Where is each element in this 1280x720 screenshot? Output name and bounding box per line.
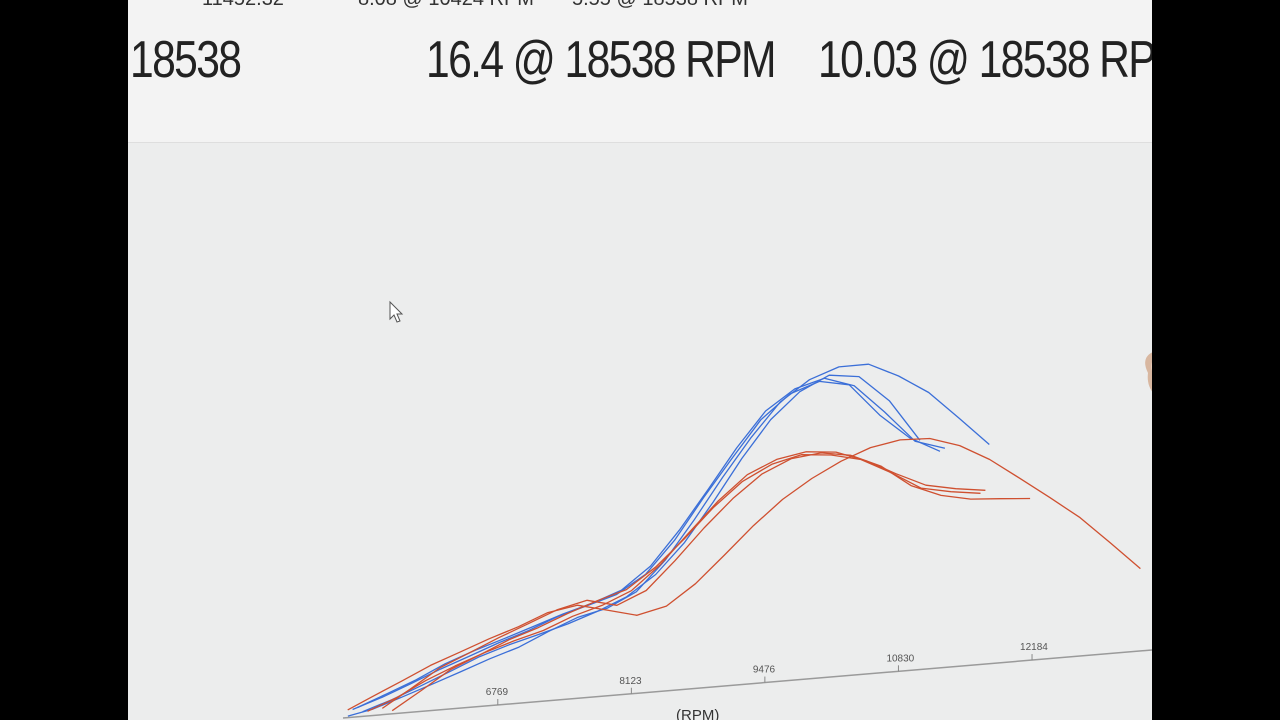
- series-line-6: [381, 452, 1031, 709]
- tick-layer: 6769 8123 9476 10830 12184: [486, 642, 1048, 705]
- x-tick-label: 8123: [619, 676, 642, 687]
- results-header: 11452.32 8.08 @ 10424 RPM 5.55 @ 18538 R…: [128, 0, 1152, 143]
- dyno-chart: 6769 8123 9476 10830 12184 (RPM): [342, 300, 1152, 720]
- top-row-value-2: 8.08 @ 10424 RPM: [358, 0, 534, 11]
- x-tick-label: 6769: [486, 687, 509, 698]
- finger-overlay: [1145, 352, 1152, 392]
- mouse-cursor-icon: [389, 300, 404, 323]
- top-row-value-3: 5.55 @ 18538 RPM: [572, 0, 748, 11]
- series-line-3: [362, 374, 921, 713]
- top-row-value-1: 11452.32: [202, 0, 284, 11]
- x-tick-label: 9476: [753, 665, 776, 676]
- series-line-5: [347, 437, 1141, 711]
- screen: 11452.32 8.08 @ 10424 RPM 5.55 @ 18538 R…: [128, 0, 1152, 720]
- x-tick-label: 12184: [1020, 642, 1048, 653]
- max-value-b: 10.03 @ 18538 RPM: [818, 31, 1152, 89]
- series-line-4: [357, 377, 946, 709]
- series-line-7: [391, 454, 981, 712]
- x-axis-label: (RPM): [676, 707, 719, 720]
- x-axis: [342, 649, 1152, 719]
- series-layer: [347, 363, 1141, 717]
- rpm-value: 18538: [130, 31, 242, 89]
- x-tick-label: 10830: [886, 653, 914, 664]
- max-value-a: 16.4 @ 18538 RPM: [426, 31, 777, 89]
- series-line-8: [367, 451, 986, 712]
